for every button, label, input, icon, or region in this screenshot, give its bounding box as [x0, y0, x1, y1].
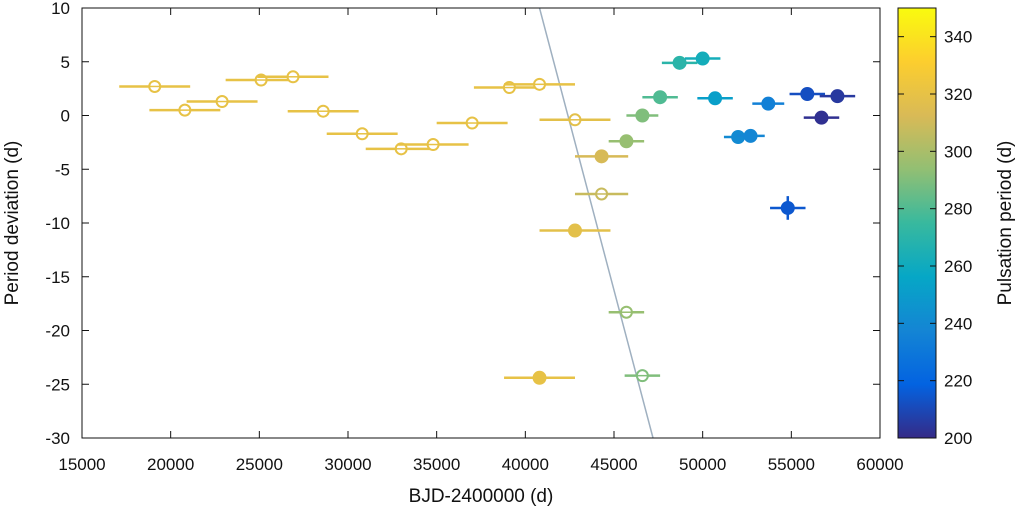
marker-filled: [761, 96, 776, 111]
marker-filled: [830, 89, 845, 104]
data-point: [626, 108, 659, 123]
x-axis-title: BJD-2400000 (d): [409, 486, 554, 507]
y-axis-title: Period deviation (d): [2, 141, 23, 306]
data-point: [539, 113, 611, 127]
x-tick-label: 40000: [502, 455, 549, 474]
colorbar-tick-label: 340: [944, 28, 972, 47]
marker-filled: [619, 134, 634, 149]
y-tick-label: 0: [61, 107, 70, 126]
data-point: [574, 187, 629, 201]
marker-filled: [635, 108, 650, 123]
y-tick-label: -10: [45, 214, 70, 233]
marker-filled: [532, 370, 547, 385]
x-tick-label: 20000: [147, 455, 194, 474]
data-point: [119, 79, 191, 93]
data-point: [684, 51, 721, 66]
data-point: [504, 77, 575, 91]
x-tick-label: 25000: [236, 455, 283, 474]
marker-filled: [780, 200, 795, 215]
data-point: [661, 55, 698, 70]
colorbar-tick-label: 280: [944, 200, 972, 219]
data-point: [326, 127, 398, 141]
marker-filled: [594, 149, 609, 164]
data-point: [149, 103, 221, 117]
colorbar-tick-label: 200: [944, 429, 972, 448]
data-point: [608, 134, 645, 149]
marker-filled: [672, 55, 687, 70]
data-point: [574, 149, 629, 164]
marker-filled: [695, 51, 710, 66]
x-tick-label: 35000: [413, 455, 460, 474]
x-tick-label: 50000: [679, 455, 726, 474]
data-point: [608, 305, 645, 319]
colorbar: [897, 7, 937, 439]
colorbar-tick-label: 260: [944, 257, 972, 276]
y-tick-label: 5: [61, 53, 70, 72]
colorbar-tick-label: 320: [944, 85, 972, 104]
data-point: [257, 70, 329, 84]
y-tick-label: 10: [51, 0, 70, 18]
data-point: [770, 196, 806, 220]
x-tick-label: 45000: [590, 455, 637, 474]
marker-filled: [743, 128, 758, 143]
data-point: [803, 110, 840, 125]
data-point: [624, 369, 661, 383]
marker-filled: [708, 91, 723, 106]
x-tick-label: 15000: [58, 455, 105, 474]
data-point: [642, 90, 678, 105]
y-tick-label: -15: [45, 268, 70, 287]
x-tick-label: 30000: [324, 455, 371, 474]
x-tick-label: 55000: [768, 455, 815, 474]
data-point: [397, 138, 469, 152]
colorbar-title: Pulsation period (d): [995, 141, 1016, 306]
data-point: [539, 223, 611, 238]
y-tick-label: -5: [55, 160, 70, 179]
marker-filled: [814, 110, 829, 125]
trend-line: [538, 8, 654, 438]
x-tick-label: 60000: [856, 455, 903, 474]
y-tick-label: -30: [45, 429, 70, 448]
data-point: [436, 116, 508, 130]
data-point: [789, 87, 826, 101]
marker-filled: [653, 90, 668, 105]
colorbar-tick-label: 240: [944, 314, 972, 333]
marker-filled: [567, 223, 582, 238]
plot-area: [82, 8, 880, 438]
colorbar-tick-label: 220: [944, 372, 972, 391]
data-point: [752, 96, 785, 111]
colorbar-tick-label: 300: [944, 142, 972, 161]
data-point: [365, 142, 437, 156]
data-point: [504, 370, 575, 385]
data-point: [697, 91, 733, 106]
data-point: [287, 104, 359, 118]
y-tick-label: -25: [45, 375, 70, 394]
marker-filled: [800, 87, 815, 101]
data-point: [819, 89, 856, 104]
data-point: [736, 128, 765, 143]
data-point: [186, 95, 258, 109]
y-tick-label: -20: [45, 322, 70, 341]
